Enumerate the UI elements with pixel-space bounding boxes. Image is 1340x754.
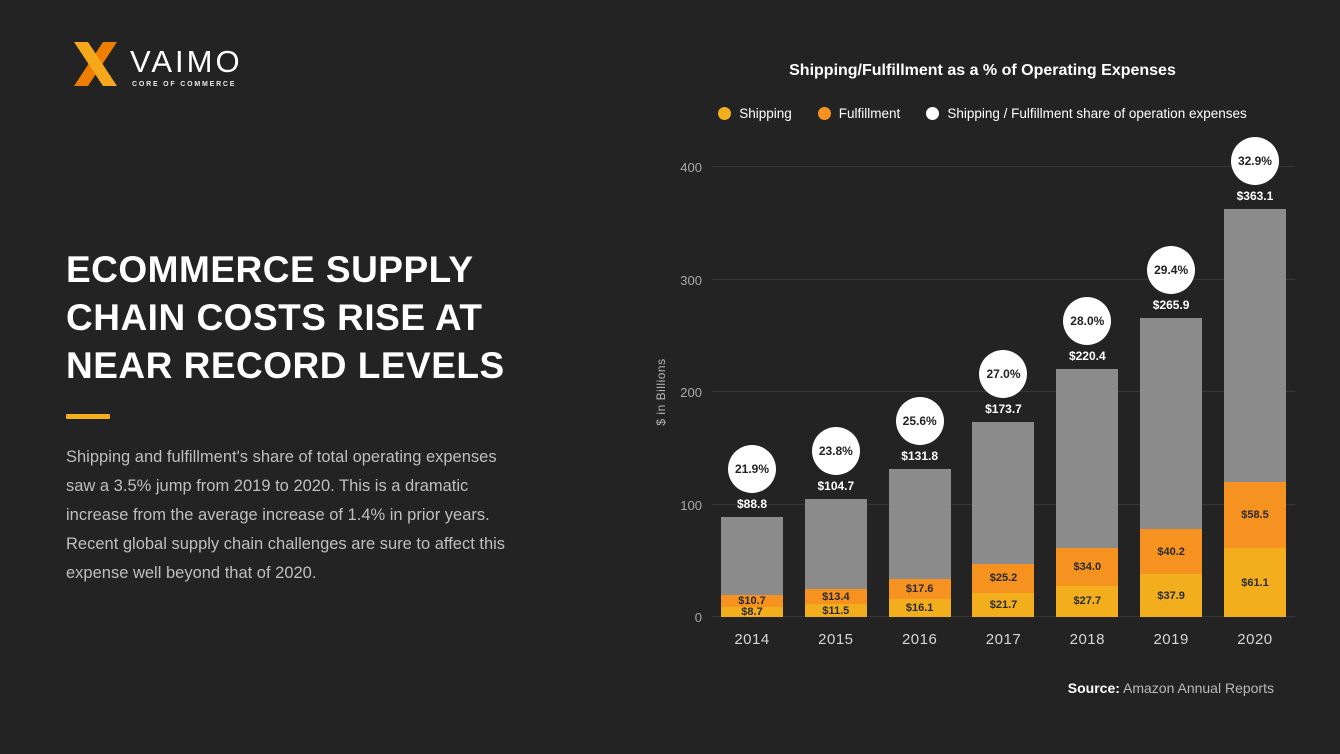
other-expenses-segment [1140, 317, 1203, 530]
fulfillment-segment: $17.6 [888, 579, 951, 599]
accent-underline [66, 414, 110, 419]
share-bubble: 28.0% [1063, 297, 1112, 346]
other-expenses-segment [804, 499, 867, 589]
plot-area: $ in Billions 0 100 200 300 400 21.9% $88.8 $1… [654, 136, 1295, 625]
chart-legend: Shipping Fulfillment Shipping / Fulfillm… [660, 106, 1305, 121]
y-ticks: 0 100 200 300 400 [680, 160, 1295, 625]
x-axis-label: 2016 [901, 631, 938, 648]
stacked-bar: $25.2 $21.7 [972, 421, 1035, 617]
fulfillment-segment: $10.7 [721, 595, 783, 608]
fulfillment-segment: $34.0 [1056, 547, 1119, 586]
left-panel: VAIMO CORE OF COMMERCE ECOMMERCE SUPPLY … [66, 42, 536, 588]
share-bubble: 32.9% [1230, 136, 1279, 185]
gridline [712, 278, 1295, 280]
vaimo-x-icon [74, 42, 117, 86]
description-text: Shipping and fulfillment's share of tota… [66, 448, 506, 582]
legend-dot [926, 107, 940, 120]
vaimo-logo: VAIMO CORE OF COMMERCE [66, 42, 536, 88]
stacked-bar: $17.6 $16.1 [888, 468, 951, 617]
total-label: $363.1 [1236, 188, 1274, 203]
legend-item: Shipping / Fulfillment share of operatio… [926, 106, 1247, 121]
share-bubble: 27.0% [979, 349, 1028, 398]
x-axis-label: 2018 [1069, 631, 1105, 648]
source-label: Source: [1067, 680, 1120, 696]
legend-dot [817, 107, 831, 120]
shipping-segment: $27.7 [1056, 585, 1119, 617]
y-tick-label: 300 [680, 272, 702, 288]
shipping-segment: $37.9 [1140, 574, 1203, 617]
legend-label: Fulfillment [838, 106, 901, 121]
total-label: $173.7 [985, 401, 1022, 416]
shipping-segment: $61.1 [1223, 548, 1286, 617]
legend-label: Shipping / Fulfillment share of operatio… [947, 106, 1247, 121]
x-axis-label: 2020 [1237, 631, 1273, 648]
bar-column: 28.0% $220.4 $34.0 $27.7 [1055, 167, 1119, 617]
y-tick-label: 200 [680, 385, 702, 400]
share-bubble: 29.4% [1147, 245, 1196, 294]
share-bubble: 25.6% [895, 396, 944, 445]
bar-column: 29.4% $265.9 $40.2 $37.9 [1139, 167, 1203, 617]
fulfillment-segment: $40.2 [1140, 529, 1203, 575]
stacked-bar: $13.4 $11.5 [804, 499, 867, 617]
source-note: Source: Amazon Annual Reports [1068, 680, 1274, 696]
total-label: $88.8 [736, 497, 768, 512]
other-expenses-segment [1223, 208, 1286, 483]
bar-column: 27.0% $173.7 $25.2 $21.7 [971, 167, 1035, 617]
other-expenses-segment [1056, 369, 1119, 548]
brand-tagline: CORE OF COMMERCE [132, 81, 237, 88]
gridline [712, 166, 1295, 167]
other-expenses-segment [972, 421, 1035, 565]
x-axis-label: 2015 [818, 631, 854, 648]
x-axis-label: 2014 [734, 631, 770, 648]
bar-column: 32.9% $363.1 $58.5 $61.1 [1223, 136, 1287, 617]
legend-dot [718, 107, 732, 120]
total-label: $265.9 [1152, 297, 1190, 312]
shipping-segment: $11.5 [804, 604, 867, 617]
fulfillment-segment: $13.4 [804, 589, 867, 605]
headline-line-3: NEAR RECORD LEVELS [66, 345, 505, 386]
x-axis-label: 2019 [1153, 631, 1189, 648]
y-tick-label: 100 [680, 497, 702, 513]
other-expenses-segment [888, 468, 951, 580]
shipping-segment: $16.1 [888, 598, 951, 617]
stacked-bar: $40.2 $37.9 [1140, 317, 1203, 617]
legend-label: Shipping [739, 106, 792, 121]
bar-column: 25.6% $131.8 $17.6 $16.1 [888, 167, 952, 617]
bars: 21.9% $88.8 $10.7 $8.7 23.8% $104.7 $13.4 $11.5… [712, 136, 1295, 618]
fulfillment-segment: $25.2 [972, 564, 1035, 593]
legend-item: Shipping [718, 106, 792, 121]
total-label: $104.7 [817, 479, 855, 494]
headline-line-1: ECOMMERCE SUPPLY [66, 249, 474, 290]
share-bubble: 21.9% [728, 445, 776, 494]
shipping-segment: $21.7 [972, 592, 1035, 617]
headline-line-2: CHAIN COSTS RISE AT [66, 297, 483, 338]
fulfillment-segment: $58.5 [1223, 482, 1286, 549]
x-axis-labels: 2014 2015 2016 2017 2018 2019 2020 [712, 631, 1295, 648]
total-label: $131.8 [901, 448, 938, 463]
brand-name: VAIMO [130, 44, 243, 79]
stacked-bar: $34.0 $27.7 [1056, 369, 1119, 617]
legend-item: Fulfillment [817, 106, 901, 121]
source-text: Amazon Annual Reports [1119, 680, 1274, 696]
shipping-segment: $8.7 [721, 606, 783, 618]
bar-column: 21.9% $88.8 $10.7 $8.7 [720, 167, 784, 618]
other-expenses-segment [721, 517, 783, 596]
total-label: $220.4 [1068, 349, 1106, 364]
y-axis-label: $ in Billions [654, 358, 668, 426]
x-axis-label: 2017 [985, 631, 1022, 648]
chart-section: Shipping/Fulfillment as a % of Operating… [654, 62, 1305, 648]
stacked-bar: $10.7 $8.7 [721, 517, 783, 618]
page-title: ECOMMERCE SUPPLY CHAIN COSTS RISE AT NEA… [66, 246, 536, 390]
chart-title: Shipping/Fulfillment as a % of Operating… [789, 62, 1176, 79]
stacked-bar: $58.5 $61.1 [1223, 208, 1286, 617]
share-bubble: 23.8% [811, 427, 860, 476]
y-tick-label: 0 [694, 610, 702, 625]
y-tick-label: 400 [680, 160, 702, 175]
bar-column: 23.8% $104.7 $13.4 $11.5 [804, 167, 868, 617]
